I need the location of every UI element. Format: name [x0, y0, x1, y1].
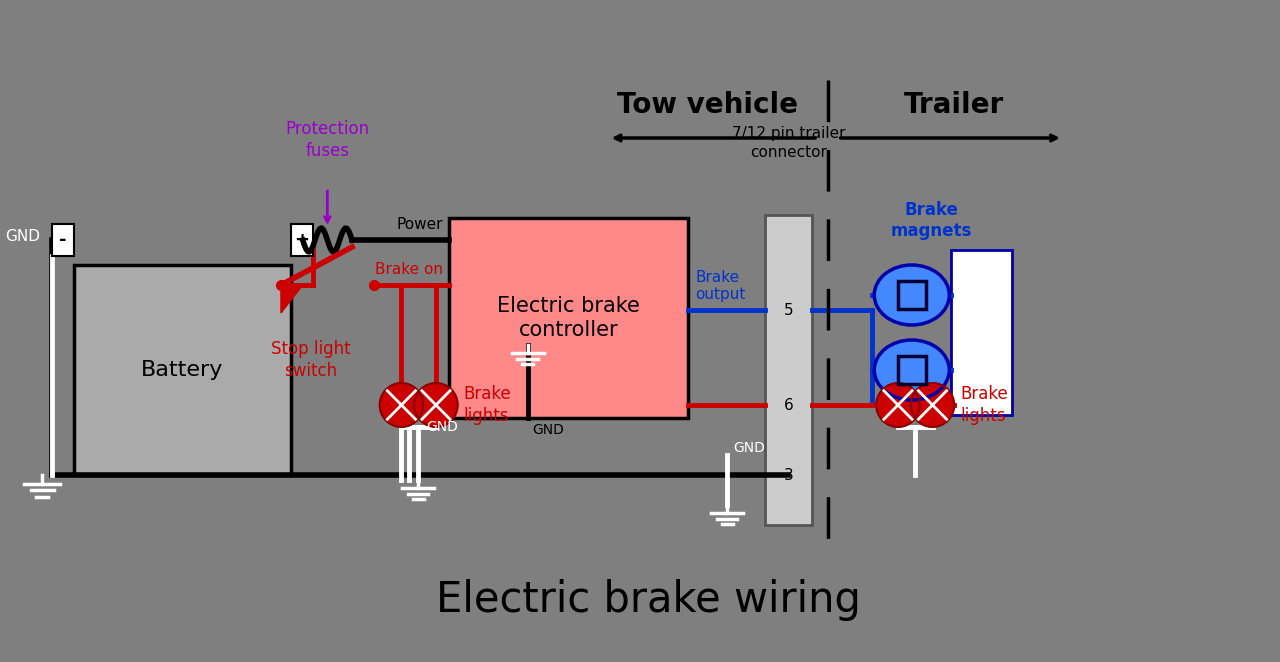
- Text: Electric brake
controller: Electric brake controller: [497, 297, 640, 340]
- Bar: [449, 218, 687, 418]
- Bar: [74, 265, 291, 475]
- Text: Brake on: Brake on: [375, 262, 443, 277]
- Circle shape: [877, 383, 919, 427]
- Text: Battery: Battery: [141, 360, 224, 380]
- Text: Protection
fuses: Protection fuses: [285, 120, 370, 160]
- Text: Tow vehicle: Tow vehicle: [617, 91, 797, 119]
- Text: 5: 5: [783, 303, 794, 318]
- Text: GND: GND: [733, 441, 765, 455]
- Bar: [764, 215, 812, 525]
- Text: 6: 6: [783, 397, 794, 412]
- Ellipse shape: [874, 340, 950, 400]
- Text: +: +: [294, 231, 310, 249]
- Text: -: -: [59, 231, 67, 249]
- Text: Brake
magnets: Brake magnets: [891, 201, 973, 240]
- Circle shape: [380, 383, 424, 427]
- Text: GND: GND: [5, 228, 40, 244]
- Text: Trailer: Trailer: [904, 91, 1005, 119]
- Bar: [291, 224, 312, 256]
- Text: GND: GND: [532, 423, 564, 437]
- Ellipse shape: [874, 265, 950, 325]
- Bar: [52, 224, 74, 256]
- Polygon shape: [282, 285, 302, 313]
- Text: Brake
lights: Brake lights: [463, 385, 511, 425]
- Circle shape: [415, 383, 458, 427]
- Text: Electric brake wiring: Electric brake wiring: [435, 579, 860, 621]
- Text: Stop light
switch: Stop light switch: [271, 340, 351, 380]
- Text: 3: 3: [783, 467, 794, 483]
- Text: Brake
output: Brake output: [695, 269, 746, 302]
- Bar: [899, 356, 925, 384]
- Text: GND: GND: [426, 420, 458, 434]
- Text: Power: Power: [397, 217, 443, 232]
- Bar: [951, 250, 1012, 415]
- Bar: [899, 281, 925, 309]
- Text: 7/12 pin trailer
connector: 7/12 pin trailer connector: [732, 126, 845, 160]
- Text: Brake
lights: Brake lights: [960, 385, 1007, 425]
- Circle shape: [911, 383, 954, 427]
